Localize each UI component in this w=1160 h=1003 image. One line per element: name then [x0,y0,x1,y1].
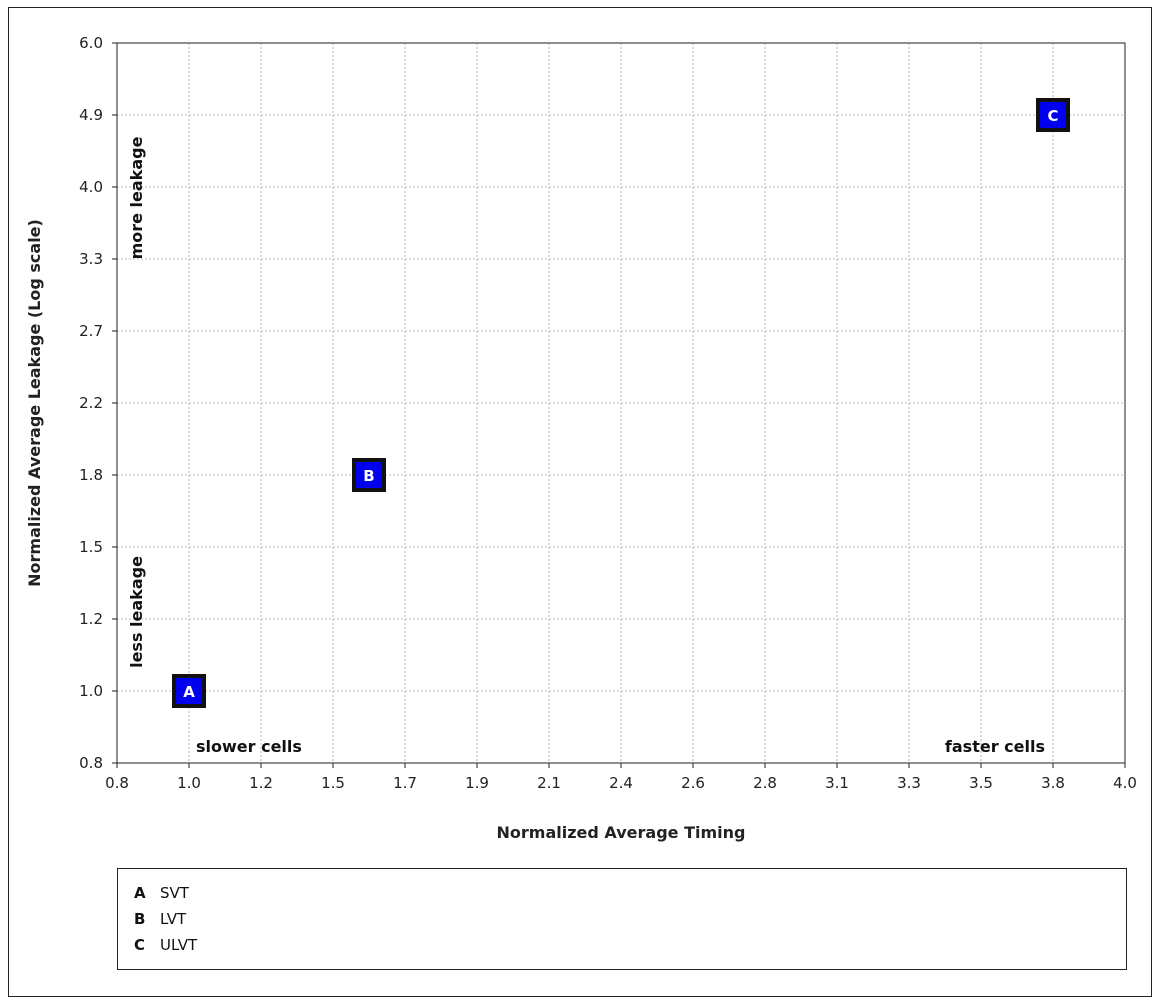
tick-layer: 0.8 1.0 1.2 1.5 1.7 1.9 2.1 2.4 2.6 2.8 3.1 3.3 3.5 3… [79,34,1137,792]
annotation-slower-cells: slower cells [196,737,302,756]
y-tick-label: 4.0 [79,178,103,196]
x-tick-label: 3.1 [825,774,849,792]
y-tick-label: 3.3 [79,250,103,268]
x-tick-label: 4.0 [1113,774,1137,792]
x-tick-label: 3.3 [897,774,921,792]
x-tick-label: 1.7 [393,774,417,792]
x-tick-label: 3.8 [1041,774,1065,792]
y-tick-label: 1.5 [79,538,103,556]
x-tick-label: 1.2 [249,774,273,792]
legend-label: SVT [160,884,189,902]
data-point-marker [356,462,382,488]
x-tick-label: 3.5 [969,774,993,792]
data-point-label: A [183,683,195,701]
legend-item-lvt: B LVT [134,906,1126,932]
legend-label: ULVT [160,936,198,954]
legend-key: A [134,884,146,902]
y-tick-label: 1.2 [79,610,103,628]
annotation-faster-cells: faster cells [945,737,1045,756]
legend: A SVT B LVT C ULVT [117,868,1127,970]
y-tick-label: 6.0 [79,34,103,52]
x-tick-label: 0.8 [105,774,129,792]
y-tick-label: 4.9 [79,106,103,124]
chart-frame [8,7,1152,997]
data-point-b: B [352,458,386,492]
data-point-label: C [1047,107,1058,125]
legend-label: LVT [160,910,187,928]
x-tick-label: 1.9 [465,774,489,792]
y-tick-label: 2.7 [79,322,103,340]
legend-item-svt: A SVT [134,880,1126,906]
x-tick-label: 1.0 [177,774,201,792]
y-tick-label: 1.0 [79,682,103,700]
y-tick-label: 1.8 [79,466,103,484]
data-point-label: B [363,467,374,485]
x-axis-title: Normalized Average Timing [497,823,746,842]
point-layer: A B C [172,98,1070,708]
y-tick-label: 0.8 [79,754,103,772]
x-tick-label: 2.6 [681,774,705,792]
x-tick-label: 2.4 [609,774,633,792]
x-tick-label: 2.1 [537,774,561,792]
legend-key: B [134,910,146,928]
grid-layer [117,43,1125,763]
data-point-a: A [172,674,206,708]
data-point-marker [1040,102,1066,128]
data-point-c: C [1036,98,1070,132]
annotation-more-leakage: more leakage [127,136,146,259]
x-tick-label: 2.8 [753,774,777,792]
y-tick-label: 2.2 [79,394,103,412]
x-tick-label: 1.5 [321,774,345,792]
legend-key: C [134,936,146,954]
annotation-less-leakage: less leakage [127,556,146,668]
legend-item-ulvt: C ULVT [134,932,1126,958]
data-point-marker [176,678,202,704]
y-axis-title: Normalized Average Leakage (Log scale) [25,219,44,587]
